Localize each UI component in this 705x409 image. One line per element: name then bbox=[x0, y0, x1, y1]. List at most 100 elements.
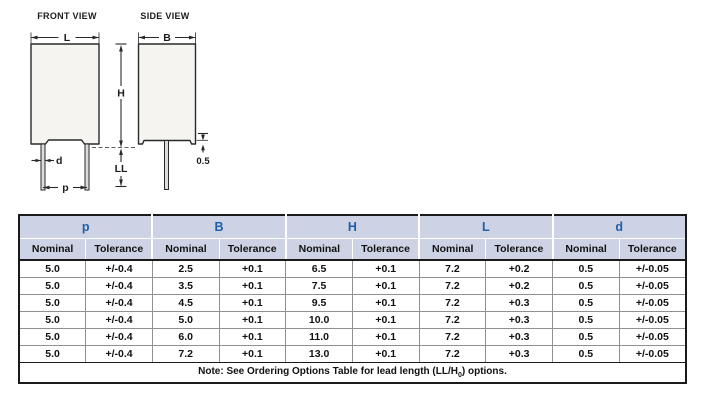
table-cell: +0.1 bbox=[219, 328, 287, 346]
standoff-dimension-arrow: 0.5 bbox=[196, 132, 210, 167]
table-cell: 7.2 bbox=[152, 345, 220, 363]
table-cell: +/-0.05 bbox=[619, 328, 686, 346]
p-dimension-arrow: p bbox=[43, 182, 87, 194]
l-dimension-arrow: L bbox=[30, 32, 100, 44]
table-cell: +0.3 bbox=[485, 311, 553, 329]
table-cell: 0.5 bbox=[552, 328, 620, 346]
front-left-lead bbox=[40, 143, 46, 191]
table-cell: 0.5 bbox=[552, 260, 620, 278]
col-group-p: p bbox=[19, 215, 154, 239]
sub-header-row: Nominal Tolerance Nominal Tolerance Nomi… bbox=[19, 238, 686, 261]
col-group-h: H bbox=[285, 215, 421, 239]
ll-dimension-arrow: LL bbox=[115, 148, 128, 188]
side-view-label: SIDE VIEW bbox=[140, 11, 189, 21]
note-text-subscript: 0 bbox=[457, 372, 462, 379]
subheader-b-tolerance: Tolerance bbox=[219, 238, 287, 261]
dim-label-l: L bbox=[64, 32, 71, 44]
table-cell: 7.5 bbox=[285, 277, 353, 295]
dim-label-h: H bbox=[117, 88, 125, 100]
table-cell: +0.1 bbox=[352, 260, 420, 278]
subheader-b-nominal: Nominal bbox=[152, 238, 220, 261]
subheader-l-tolerance: Tolerance bbox=[485, 238, 554, 261]
table-cell: +0.1 bbox=[219, 277, 287, 295]
subheader-h-nominal: Nominal bbox=[285, 238, 353, 261]
table-row: 5.0 +/-0.4 6.0 +0.1 11.0 +0.1 7.2 +0.3 0… bbox=[19, 328, 686, 346]
table-cell: +/-0.05 bbox=[619, 345, 686, 363]
subheader-d-nominal: Nominal bbox=[552, 238, 620, 261]
front-right-lead bbox=[84, 143, 90, 191]
table-cell: +/-0.05 bbox=[619, 294, 686, 312]
table-cell: +0.1 bbox=[352, 345, 420, 363]
front-body-outline bbox=[30, 43, 100, 145]
subheader-p-tolerance: Tolerance bbox=[85, 238, 154, 261]
table-cell: +0.1 bbox=[219, 311, 287, 329]
table-cell: +/-0.4 bbox=[85, 328, 153, 346]
subheader-h-tolerance: Tolerance bbox=[352, 238, 421, 261]
table-cell: 13.0 bbox=[285, 345, 353, 363]
dim-label-d: d bbox=[56, 155, 62, 167]
table-cell: +0.2 bbox=[485, 277, 553, 295]
group-header-row: p B H L d bbox=[19, 215, 686, 239]
table-cell: 7.2 bbox=[419, 277, 487, 295]
table-cell: 0.5 bbox=[552, 277, 620, 295]
table-cell: +0.1 bbox=[352, 311, 420, 329]
table-cell: +0.1 bbox=[219, 294, 287, 312]
table-cell: 0.5 bbox=[552, 345, 620, 363]
note-row: Note: See Ordering Options Table for lea… bbox=[19, 362, 686, 383]
table-cell: 5.0 bbox=[19, 328, 87, 346]
table-cell: +/-0.4 bbox=[85, 260, 153, 278]
table-cell: 6.5 bbox=[285, 260, 353, 278]
table-cell: +0.2 bbox=[485, 260, 553, 278]
h-dimension-arrow: H bbox=[115, 43, 127, 147]
table-cell: 5.0 bbox=[19, 345, 87, 363]
table-row: 5.0 +/-0.4 7.2 +0.1 13.0 +0.1 7.2 +0.3 0… bbox=[19, 345, 686, 363]
d-dimension-arrow: d bbox=[31, 155, 62, 167]
table-row: 5.0 +/-0.4 2.5 +0.1 6.5 +0.1 7.2 +0.2 0.… bbox=[19, 260, 686, 278]
table-cell: +/-0.4 bbox=[85, 311, 153, 329]
table-cell: +0.1 bbox=[219, 260, 287, 278]
table-cell: +0.3 bbox=[485, 345, 553, 363]
table-cell: 7.2 bbox=[419, 345, 487, 363]
side-lead bbox=[164, 140, 169, 190]
col-group-l: L bbox=[419, 215, 554, 239]
table-cell: 5.0 bbox=[19, 294, 87, 312]
table-cell: 5.0 bbox=[19, 311, 87, 329]
dim-label-b: B bbox=[163, 32, 171, 44]
table-note: Note: See Ordering Options Table for lea… bbox=[19, 362, 686, 383]
table-cell: 11.0 bbox=[285, 328, 353, 346]
side-view-drawing bbox=[137, 43, 197, 190]
table-cell: 9.5 bbox=[285, 294, 353, 312]
table-cell: 2.5 bbox=[152, 260, 220, 278]
b-dimension-arrow: B bbox=[138, 32, 196, 44]
table-cell: +/-0.4 bbox=[85, 277, 153, 295]
table-cell: +0.3 bbox=[485, 328, 553, 346]
table-cell: 0.5 bbox=[552, 311, 620, 329]
dim-label-p: p bbox=[62, 182, 68, 194]
dim-label-standoff: 0.5 bbox=[196, 156, 210, 167]
table-cell: 7.2 bbox=[419, 311, 487, 329]
table-cell: +0.1 bbox=[219, 345, 287, 363]
table-row: 5.0 +/-0.4 3.5 +0.1 7.5 +0.1 7.2 +0.2 0.… bbox=[19, 277, 686, 295]
table-cell: +0.3 bbox=[485, 294, 553, 312]
col-group-b: B bbox=[152, 215, 287, 239]
table-cell: 3.5 bbox=[152, 277, 220, 295]
note-text-prefix: Note: See Ordering Options Table for lea… bbox=[198, 366, 458, 377]
table-cell: +/-0.05 bbox=[619, 311, 686, 329]
dimensions-table: p B H L d Nominal Tolerance Nominal Tole… bbox=[18, 214, 687, 384]
subheader-d-tolerance: Tolerance bbox=[619, 238, 686, 261]
table-cell: 4.5 bbox=[152, 294, 220, 312]
table-cell: 5.0 bbox=[19, 277, 87, 295]
table-cell: 7.2 bbox=[419, 260, 487, 278]
front-view-label: FRONT VIEW bbox=[37, 11, 97, 21]
dim-label-ll: LL bbox=[115, 163, 128, 175]
dimensions-diagram: FRONT VIEW SIDE VIEW L bbox=[30, 11, 210, 194]
table-cell: +/-0.05 bbox=[619, 277, 686, 295]
table-cell: 5.0 bbox=[19, 260, 87, 278]
front-view-drawing bbox=[30, 43, 100, 191]
table-cell: 7.2 bbox=[419, 294, 487, 312]
table-row: 5.0 +/-0.4 5.0 +0.1 10.0 +0.1 7.2 +0.3 0… bbox=[19, 311, 686, 329]
table-cell: 6.0 bbox=[152, 328, 220, 346]
table-cell: +0.1 bbox=[352, 277, 420, 295]
table-cell: 0.5 bbox=[552, 294, 620, 312]
